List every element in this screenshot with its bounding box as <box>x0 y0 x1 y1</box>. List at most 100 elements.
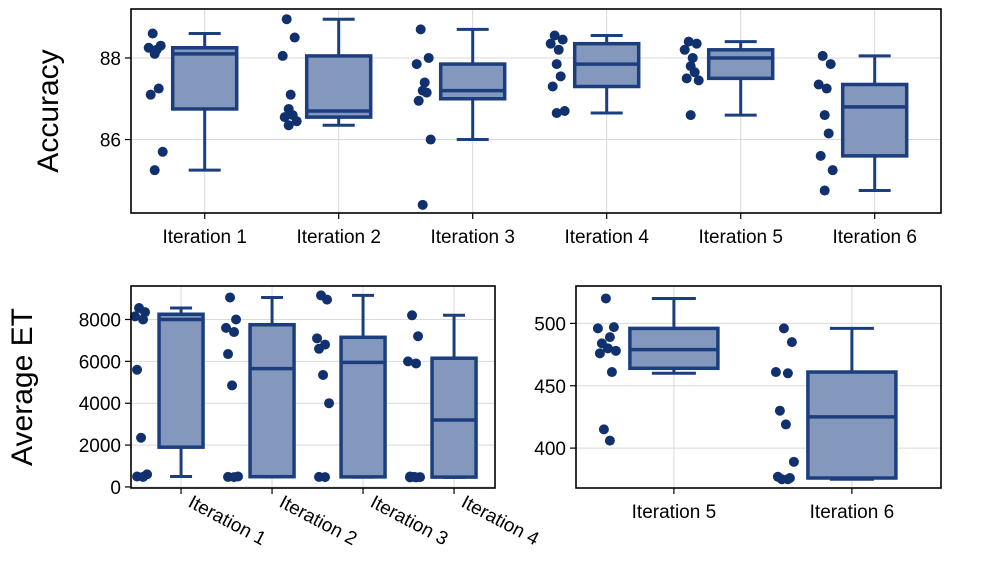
axes-frame <box>130 8 942 214</box>
data-point <box>592 323 603 334</box>
data-point <box>130 311 141 322</box>
x-tick-label: Iteration 3 <box>430 227 515 248</box>
box-avg_et_left-1 <box>157 312 205 449</box>
data-point <box>413 331 424 342</box>
data-point <box>419 77 430 88</box>
data-point <box>819 110 830 121</box>
data-point <box>594 348 605 359</box>
y-tick-label: 4000 <box>79 394 121 415</box>
data-point <box>147 28 158 39</box>
data-point <box>413 95 424 106</box>
data-point <box>291 116 302 127</box>
data-point <box>774 405 785 416</box>
data-point <box>281 14 292 25</box>
x-tick-label: Iteration 2 <box>276 492 360 550</box>
data-point <box>683 36 694 47</box>
x-tick-label: Iteration 4 <box>458 492 543 550</box>
data-point <box>145 89 156 100</box>
data-point <box>827 165 838 176</box>
data-point <box>425 134 436 145</box>
data-point <box>421 87 432 98</box>
data-point <box>689 67 700 78</box>
data-point <box>782 368 793 379</box>
x-tick-label: Iteration 5 <box>698 227 783 248</box>
data-point <box>693 75 704 86</box>
box-avg_et_left-4 <box>430 356 478 479</box>
x-tick-label: Iteration 6 <box>832 227 917 248</box>
x-tick-label: Iteration 1 <box>162 227 247 248</box>
data-point <box>138 314 149 325</box>
data-point <box>681 73 692 84</box>
data-point <box>283 120 294 131</box>
data-point <box>417 199 428 210</box>
data-point <box>823 128 834 139</box>
data-point <box>411 59 422 70</box>
y-tick-label: 0 <box>110 478 121 499</box>
data-point <box>227 380 238 391</box>
box-accuracy-2 <box>304 54 373 119</box>
x-tick-label: Iteration 4 <box>564 227 649 248</box>
data-point <box>825 59 836 70</box>
data-point <box>608 322 619 333</box>
data-point <box>279 112 290 123</box>
y-axis-label: Average ET <box>6 308 39 466</box>
accuracy-panel: 86 88 Iteration 1 Iteration 2 Iteration 3 Ite… <box>32 8 942 248</box>
data-point <box>817 50 828 61</box>
x-tick-label: Iteration 6 <box>810 502 895 523</box>
data-point <box>555 71 566 82</box>
data-point <box>132 364 143 375</box>
data-point <box>685 110 696 121</box>
data-point <box>312 333 323 344</box>
data-point <box>221 322 232 333</box>
data-point <box>778 323 789 334</box>
data-point <box>229 327 240 338</box>
data-point <box>545 38 556 49</box>
data-point <box>277 50 288 61</box>
average-et-right-panel: 400 450 500 Iteration 5 Iteration 6 <box>534 285 942 523</box>
box-accuracy-3 <box>438 62 507 101</box>
x-tick-label: Iteration 3 <box>367 492 451 550</box>
data-point <box>407 310 418 321</box>
data-point <box>770 367 781 378</box>
data-point <box>138 471 149 482</box>
data-point <box>231 314 242 325</box>
data-point <box>225 292 236 303</box>
data-point <box>318 369 329 380</box>
data-point <box>551 108 562 119</box>
x-tick-label: Iteration 1 <box>185 492 269 550</box>
box-avg_et_left-2 <box>248 322 296 479</box>
data-point <box>415 24 426 35</box>
box-avg_et_left-3 <box>339 335 387 479</box>
data-point <box>813 79 824 90</box>
data-point <box>149 165 160 176</box>
x-tick-label: Iteration 5 <box>632 502 717 523</box>
box-accuracy-6 <box>840 82 909 158</box>
data-point <box>604 332 615 343</box>
data-point <box>598 424 609 435</box>
data-point <box>788 456 799 467</box>
data-point <box>289 32 300 43</box>
data-point <box>411 472 422 483</box>
y-tick-label: 8000 <box>79 310 121 331</box>
axes-frame <box>130 285 496 489</box>
data-point <box>610 345 621 356</box>
y-tick-label: 500 <box>534 314 566 335</box>
data-point <box>600 293 611 304</box>
data-point <box>223 349 234 360</box>
data-point <box>322 294 333 305</box>
y-tick-label: 450 <box>534 377 566 398</box>
axes-frame <box>575 285 942 489</box>
y-tick-label: 86 <box>100 131 121 152</box>
data-point <box>553 44 564 55</box>
data-point <box>157 146 168 157</box>
data-point <box>551 59 562 70</box>
data-point <box>557 34 568 45</box>
data-point <box>604 435 615 446</box>
data-point <box>602 343 613 354</box>
data-point <box>606 367 617 378</box>
data-point <box>819 185 830 196</box>
box-avg_et_right-2 <box>806 370 898 480</box>
box-accuracy-1 <box>170 46 239 111</box>
